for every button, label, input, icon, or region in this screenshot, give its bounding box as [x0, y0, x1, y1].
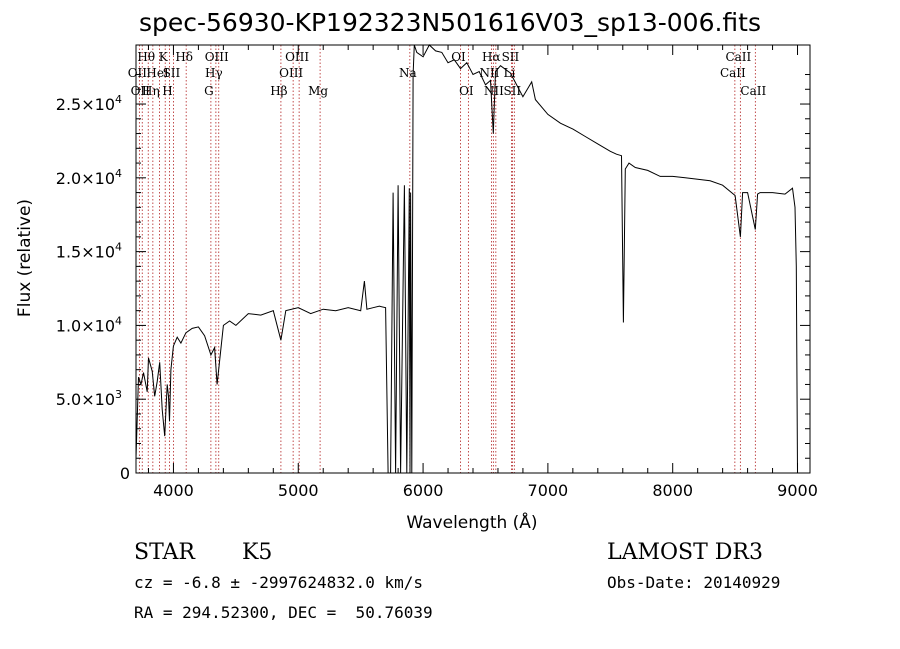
y-axis-label: Flux (relative): [15, 199, 35, 317]
line-label-24: SII: [503, 84, 521, 98]
line-markers: [138, 45, 756, 473]
line-label-7: SII: [163, 66, 181, 80]
line-label-4: HeI: [146, 66, 169, 80]
line-label-11: OIII: [205, 50, 229, 64]
line-label-19: NII: [479, 66, 499, 80]
line-label-0: OII: [128, 66, 148, 80]
obs-date: Obs-Date: 20140929: [607, 573, 781, 592]
line-label-8: Hδ: [175, 50, 193, 64]
line-label-20: Hα: [482, 50, 501, 64]
line-label-9: G: [204, 84, 214, 98]
line-label-2: Hθ: [137, 50, 155, 64]
line-label-15: Mg: [308, 84, 328, 98]
chart-title: spec-56930-KP192323N501616V03_sp13-006.f…: [138, 8, 761, 37]
y-tick-label-1: 5.0×103: [56, 388, 122, 409]
line-label-23: SII: [502, 50, 520, 64]
redshift-text: cz = -6.8 ± -2997624832.0 km/s: [134, 573, 423, 592]
coordinates: RA = 294.52300, DEC = 50.76039: [134, 603, 433, 622]
line-label-1: OII: [131, 84, 151, 98]
y-tick-label-5: 2.5×104: [56, 93, 122, 114]
line-label-26: CaII: [725, 50, 751, 64]
line-labels: OII OII Hθ Hη HeI K H SII Hδ G Hγ OIII Hβ OIII OIII Mg N…: [128, 50, 767, 98]
line-label-22: Li: [504, 66, 516, 80]
x-tick-label-3: 7000: [528, 481, 569, 500]
x-tick-label-0: 4000: [153, 481, 194, 500]
y-tick-label-4: 2.0×104: [56, 167, 122, 188]
line-label-17: OI: [451, 50, 466, 64]
line-label-10: Hγ: [205, 66, 223, 80]
y-tick-label-0: 0: [120, 464, 130, 483]
line-label-21: NII: [484, 84, 504, 98]
line-label-12: Hβ: [270, 84, 287, 98]
spectrum-line: [135, 44, 798, 474]
line-label-25: CaII: [720, 66, 746, 80]
line-label-13: OIII: [279, 66, 303, 80]
x-tick-label-5: 9000: [777, 481, 818, 500]
line-label-18: OI: [459, 84, 474, 98]
object-class: STAR: [134, 540, 195, 565]
x-tick-label-4: 8000: [652, 481, 693, 500]
axis-ticks: [136, 45, 810, 474]
line-label-27: CaII: [740, 84, 766, 98]
line-label-16: Na: [399, 66, 417, 80]
object-subclass: K5: [242, 540, 273, 565]
line-label-6: H: [162, 84, 172, 98]
line-label-5: K: [159, 50, 169, 64]
y-tick-label-3: 1.5×104: [56, 241, 122, 262]
y-tick-label-2: 1.0×104: [56, 314, 122, 335]
axis-tick-labels: 4000 5000 6000 7000 8000 9000 0 5.0×103 1.0×104 1…: [56, 93, 818, 500]
x-tick-label-1: 5000: [278, 481, 319, 500]
plot-frame: [135, 44, 811, 474]
line-label-3: Hη: [142, 84, 160, 98]
x-axis-label: Wavelength (Å): [406, 511, 537, 533]
survey-name: LAMOST DR3: [607, 540, 763, 565]
line-label-14: OIII: [285, 50, 309, 64]
x-tick-label-2: 6000: [403, 481, 444, 500]
